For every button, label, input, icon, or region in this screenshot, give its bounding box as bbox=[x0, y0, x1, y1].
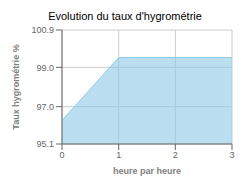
svg-text:3: 3 bbox=[229, 150, 234, 160]
svg-text:Taux hygrométrie %: Taux hygrométrie % bbox=[11, 44, 21, 129]
svg-text:1: 1 bbox=[116, 150, 121, 160]
svg-text:95.1: 95.1 bbox=[36, 139, 54, 149]
svg-text:100.9: 100.9 bbox=[31, 25, 54, 35]
svg-text:0: 0 bbox=[59, 150, 64, 160]
svg-text:2: 2 bbox=[173, 150, 178, 160]
html-text:Evolution du taux d'hygrométri: Evolution du taux d'hygrométrie bbox=[48, 10, 202, 22]
svg-text:heure par heure: heure par heure bbox=[113, 166, 181, 176]
svg-text:99.0: 99.0 bbox=[36, 63, 54, 73]
svg-text:97.0: 97.0 bbox=[36, 102, 54, 112]
